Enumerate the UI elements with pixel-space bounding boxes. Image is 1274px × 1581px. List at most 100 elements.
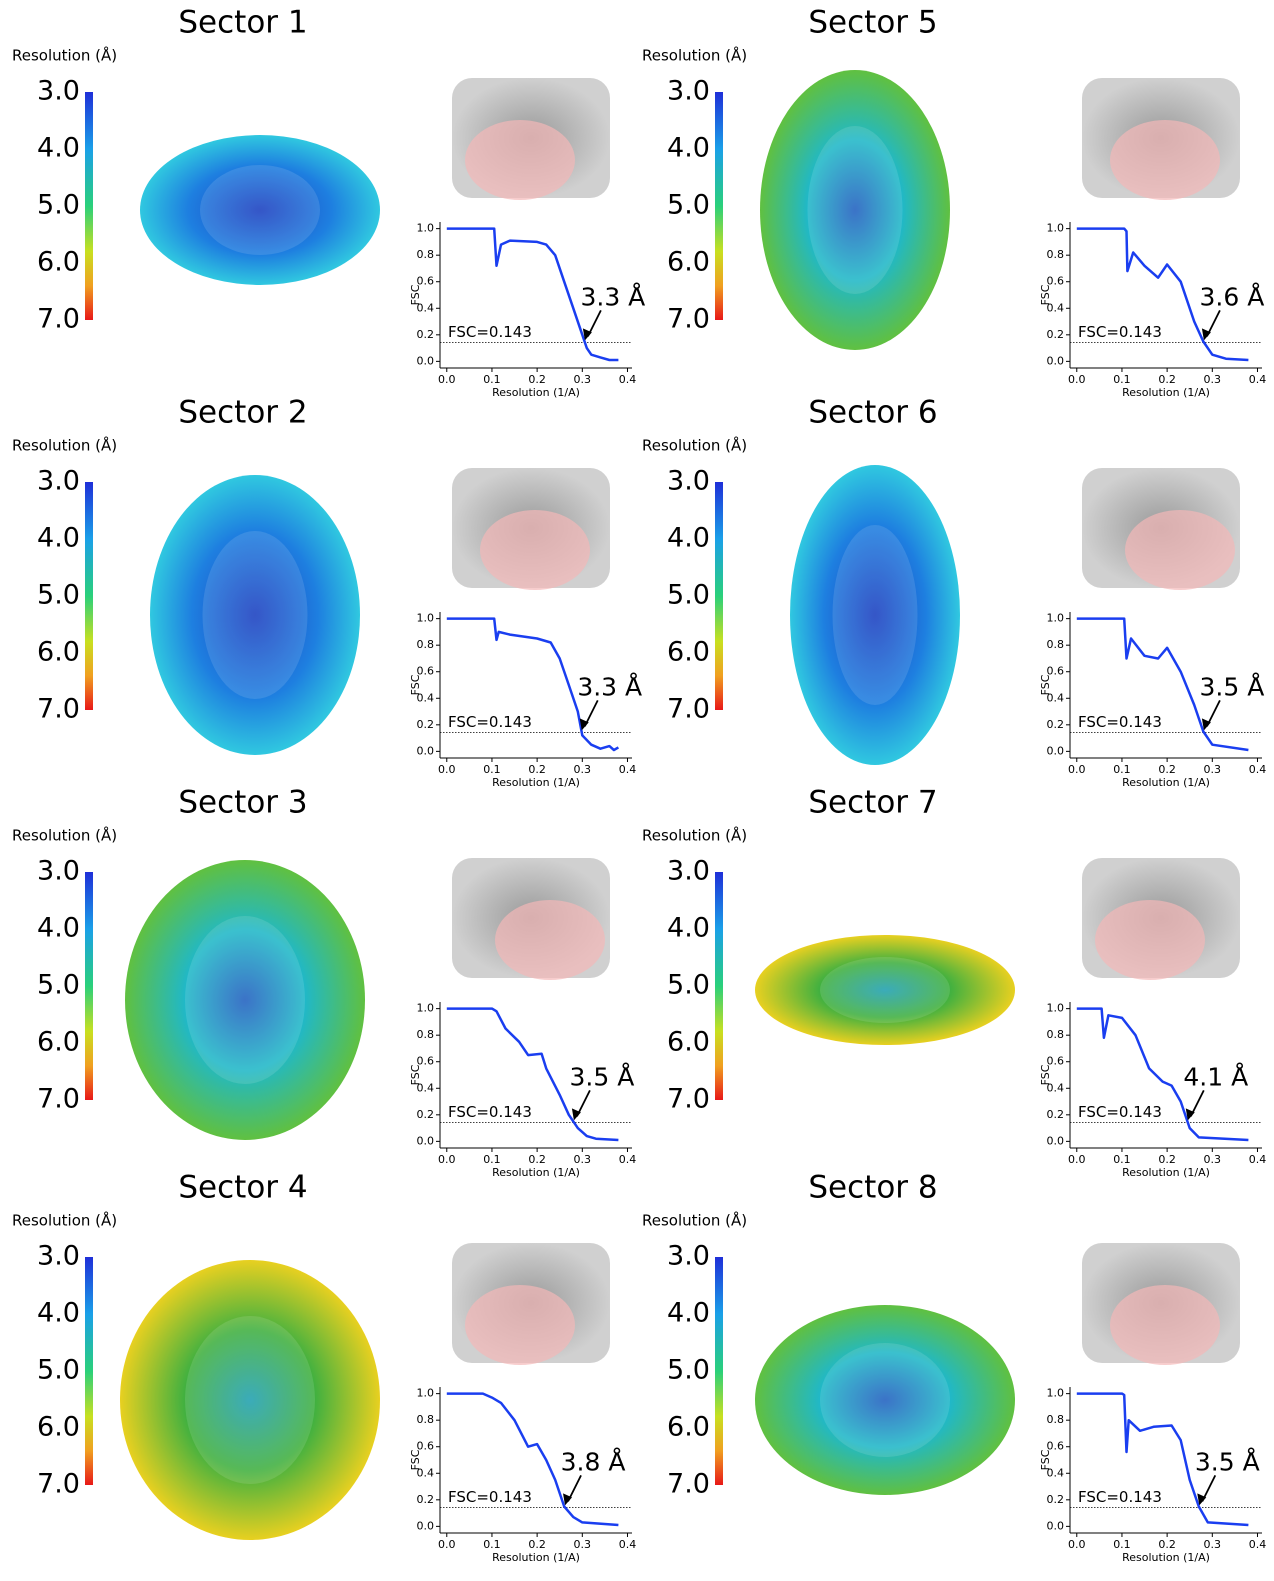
arrow-head xyxy=(1201,328,1211,341)
y-tick-label: 0.4 xyxy=(1047,301,1065,314)
x-tick-label: 0.0 xyxy=(438,373,456,386)
x-tick-label: 0.1 xyxy=(1113,1153,1131,1166)
y-tick-label: 0.4 xyxy=(1047,1081,1065,1094)
x-tick-label: 0.2 xyxy=(528,1538,546,1551)
x-axis-label: Resolution (1/A) xyxy=(1122,1166,1210,1179)
colorbar xyxy=(85,92,93,320)
resolution-annotation: 3.3 Å xyxy=(580,282,645,311)
colorbar-tick-label: 4.0 xyxy=(667,1298,710,1329)
colorbar-tick-label: 5.0 xyxy=(37,190,80,221)
y-tick-label: 0.4 xyxy=(417,1466,435,1479)
colorbar-tick-label: 4.0 xyxy=(37,913,80,944)
threshold-label: FSC=0.143 xyxy=(448,713,532,731)
density-detail xyxy=(185,916,305,1084)
panel-title: Sector 2 xyxy=(178,395,307,431)
fsc-curve xyxy=(1076,227,1249,362)
colorbar-tick-label: 6.0 xyxy=(37,637,80,668)
reference-highlight xyxy=(1095,900,1205,980)
colorbar xyxy=(85,482,93,710)
x-tick-label: 0.2 xyxy=(528,1153,546,1166)
colorbar-label: Resolution (Å) xyxy=(12,46,117,65)
panel-title: Sector 7 xyxy=(808,785,937,821)
y-tick-label: 0.8 xyxy=(1047,638,1065,651)
colorbar-tick-label: 4.0 xyxy=(667,523,710,554)
colorbar-tick-label: 6.0 xyxy=(37,1027,80,1058)
x-tick-label: 0.3 xyxy=(1204,1153,1222,1166)
y-tick-label: 0.8 xyxy=(1047,1413,1065,1426)
y-tick-label: 0.6 xyxy=(417,275,435,288)
colorbar-label: Resolution (Å) xyxy=(12,826,117,845)
y-axis-label: FSC xyxy=(409,1449,422,1470)
panel-title: Sector 1 xyxy=(178,5,307,41)
colorbar-tick-label: 5.0 xyxy=(667,190,710,221)
threshold-label: FSC=0.143 xyxy=(448,1103,532,1121)
y-tick-label: 0.8 xyxy=(417,638,435,651)
colorbar-tick-label: 7.0 xyxy=(37,1084,80,1115)
colorbar-label: Resolution (Å) xyxy=(642,46,747,65)
colorbar-tick-label: 4.0 xyxy=(37,133,80,164)
panel-title: Sector 3 xyxy=(178,785,307,821)
x-tick-label: 0.4 xyxy=(619,373,637,386)
density-detail xyxy=(820,957,950,1023)
y-tick-label: 0.2 xyxy=(417,328,435,341)
colorbar-tick-label: 4.0 xyxy=(37,523,80,554)
x-tick-label: 0.0 xyxy=(438,763,456,776)
y-tick-label: 0.6 xyxy=(417,665,435,678)
x-axis-label: Resolution (1/A) xyxy=(1122,776,1210,789)
resolution-annotation: 3.6 Å xyxy=(1199,282,1264,311)
x-tick-label: 0.0 xyxy=(1068,1153,1086,1166)
x-tick-label: 0.4 xyxy=(619,763,637,776)
arrow-head xyxy=(579,718,589,731)
colorbar-tick-label: 6.0 xyxy=(667,247,710,278)
y-tick-label: 1.0 xyxy=(417,1002,435,1015)
colorbar-tick-label: 4.0 xyxy=(37,1298,80,1329)
x-tick-label: 0.4 xyxy=(1249,1538,1267,1551)
resolution-annotation: 3.3 Å xyxy=(577,672,642,701)
colorbar xyxy=(715,92,723,320)
x-axis-label: Resolution (1/A) xyxy=(1122,1551,1210,1564)
colorbar-label: Resolution (Å) xyxy=(12,436,117,455)
panel: Sector 5 Resolution (Å) 3.0 4.0 5.0 6.0 7.0 0.0… xyxy=(642,5,1266,400)
x-tick-label: 0.3 xyxy=(1204,373,1222,386)
density-map xyxy=(760,70,950,350)
panel-title: Sector 6 xyxy=(808,395,937,431)
x-tick-label: 0.0 xyxy=(438,1153,456,1166)
y-tick-label: 0.6 xyxy=(1047,1055,1065,1068)
y-tick-label: 0.6 xyxy=(417,1440,435,1453)
x-tick-label: 0.1 xyxy=(483,1538,501,1551)
colorbar-tick-label: 4.0 xyxy=(667,133,710,164)
y-tick-label: 1.0 xyxy=(1047,1387,1065,1400)
colorbar-tick-label: 7.0 xyxy=(667,304,710,335)
y-tick-label: 0.6 xyxy=(1047,1440,1065,1453)
threshold-label: FSC=0.143 xyxy=(448,1488,532,1506)
resolution-annotation: 4.1 Å xyxy=(1183,1062,1248,1091)
fsc-curve xyxy=(446,1007,619,1142)
panel: Sector 3 Resolution (Å) 3.0 4.0 5.0 6.0 7.0 0.0… xyxy=(12,785,636,1180)
colorbar-tick-label: 6.0 xyxy=(37,247,80,278)
colorbar-tick-label: 6.0 xyxy=(667,1027,710,1058)
y-tick-label: 0.4 xyxy=(1047,691,1065,704)
panel: Sector 1 Resolution (Å) 3.0 4.0 5.0 6.0 7.0 0.0… xyxy=(12,5,645,400)
y-tick-label: 1.0 xyxy=(417,222,435,235)
resolution-annotation: 3.8 Å xyxy=(561,1447,626,1476)
colorbar xyxy=(85,872,93,1100)
y-tick-label: 0.0 xyxy=(417,1134,435,1147)
y-tick-label: 0.2 xyxy=(1047,328,1065,341)
colorbar-tick-label: 3.0 xyxy=(37,76,80,107)
x-tick-label: 0.3 xyxy=(574,763,592,776)
panel: Sector 2 Resolution (Å) 3.0 4.0 5.0 6.0 7.0 0.0… xyxy=(12,395,642,790)
colorbar-tick-label: 3.0 xyxy=(667,466,710,497)
y-tick-label: 0.6 xyxy=(417,1055,435,1068)
colorbar-tick-label: 5.0 xyxy=(667,1355,710,1386)
density-detail xyxy=(832,525,918,705)
colorbar-tick-label: 7.0 xyxy=(667,694,710,725)
y-tick-label: 0.4 xyxy=(417,1081,435,1094)
reference-highlight xyxy=(1125,510,1235,590)
x-tick-label: 0.0 xyxy=(438,1538,456,1551)
x-tick-label: 0.0 xyxy=(1068,763,1086,776)
x-tick-label: 0.4 xyxy=(1249,763,1267,776)
y-axis-label: FSC xyxy=(1039,674,1052,695)
y-tick-label: 0.0 xyxy=(417,744,435,757)
x-tick-label: 0.4 xyxy=(619,1538,637,1551)
